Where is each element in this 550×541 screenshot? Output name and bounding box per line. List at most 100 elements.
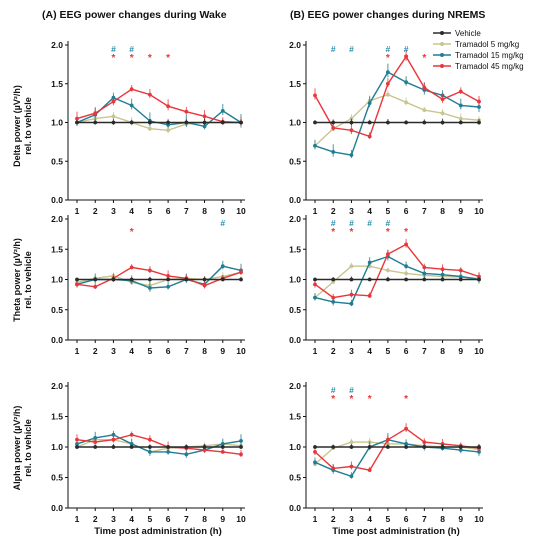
data-point <box>220 445 225 449</box>
significance-star: * <box>130 227 134 238</box>
data-point <box>202 114 207 119</box>
x-tick-label: 9 <box>220 206 225 216</box>
x-tick-label: 7 <box>184 206 189 216</box>
data-point <box>166 277 171 282</box>
data-point <box>458 89 463 94</box>
y-tick-label: 0.0 <box>289 335 301 345</box>
data-point <box>477 449 481 454</box>
data-point <box>202 120 207 125</box>
x-tick-label: 7 <box>422 514 427 524</box>
data-point <box>202 277 207 282</box>
data-point <box>129 103 134 108</box>
significance-star: * <box>331 227 335 238</box>
series-line <box>76 434 242 455</box>
data-point <box>75 442 79 446</box>
significance-star: * <box>386 227 390 238</box>
data-point <box>331 150 336 154</box>
data-point <box>422 271 427 276</box>
data-point <box>440 445 445 449</box>
data-point <box>111 437 116 442</box>
legend-item-tramadol-5: Tramadol 5 mg/kg <box>433 40 519 49</box>
data-point <box>93 111 98 116</box>
y-tick-label: 0.0 <box>51 195 63 205</box>
data-point <box>239 120 243 125</box>
data-point <box>331 299 336 304</box>
y-tick-label: 0.0 <box>51 335 63 345</box>
data-point <box>477 120 481 125</box>
data-point <box>385 81 390 86</box>
data-point <box>147 120 152 125</box>
data-point <box>75 120 79 125</box>
data-point <box>440 120 445 125</box>
data-point <box>349 445 354 449</box>
x-tick-label: 7 <box>184 346 189 356</box>
data-point <box>220 442 225 446</box>
data-point <box>331 445 336 449</box>
panel-nrems-alpha: 0.00.51.01.52.01 2 3 4 5 6 7 8 9 10# #* * * * <box>289 381 484 524</box>
data-point <box>349 301 354 306</box>
significance-hash: # <box>129 44 134 54</box>
data-point <box>458 277 463 282</box>
data-point <box>422 440 427 445</box>
column-title-nrems: (B) EEG power changes during NREMS <box>290 9 485 21</box>
x-tick-label: 10 <box>474 514 484 524</box>
data-point <box>147 92 152 97</box>
data-point <box>385 70 390 75</box>
series-line <box>76 439 242 453</box>
significance-hash: # <box>386 44 391 54</box>
series-tramadol-45 <box>313 238 481 300</box>
legend-swatch-marker <box>440 53 444 57</box>
y-tick-label: 0.5 <box>289 305 301 315</box>
legend-label: Tramadol 5 mg/kg <box>455 40 519 49</box>
series-vehicle <box>313 276 481 282</box>
data-point <box>313 445 317 449</box>
data-point <box>349 464 354 469</box>
data-point <box>184 277 189 282</box>
series-vehicle <box>75 118 243 125</box>
significance-star: * <box>404 227 408 238</box>
significance-star: * <box>148 53 152 64</box>
data-point <box>477 105 481 109</box>
y-tick-label: 1.0 <box>51 442 63 452</box>
data-point <box>220 277 225 282</box>
x-tick-label: 10 <box>474 206 484 216</box>
data-point <box>239 445 243 449</box>
data-point <box>385 277 390 282</box>
x-axis-label-wake: Time post administration (h) <box>94 526 222 537</box>
data-point <box>313 277 317 282</box>
x-tick-label: 10 <box>236 514 246 524</box>
x-tick-label: 6 <box>404 206 409 216</box>
data-point <box>385 442 390 446</box>
data-point <box>385 445 390 449</box>
x-tick-label: 8 <box>202 514 207 524</box>
panel-wake-alpha: 0.0 0.5 1.0 1.5 2.0 1 2 3 4 5 6 7 8 9 10 <box>51 381 246 524</box>
data-point <box>422 445 427 449</box>
data-point <box>313 460 317 465</box>
data-point <box>367 445 372 449</box>
x-tick-label: 5 <box>386 514 391 524</box>
data-point <box>367 293 372 298</box>
y-tick-label: 0.0 <box>289 195 301 205</box>
data-point <box>404 426 409 431</box>
y-tick-label: 1.0 <box>289 442 301 452</box>
data-point <box>367 260 372 265</box>
significance-star: * <box>368 394 372 405</box>
x-tick-label: 3 <box>111 346 116 356</box>
x-tick-label: 2 <box>331 206 336 216</box>
y-tick-label: 2.0 <box>289 40 301 50</box>
x-tick-label: 5 <box>386 346 391 356</box>
column-title-wake: (A) EEG power changes during Wake <box>42 9 227 21</box>
data-point <box>202 448 207 452</box>
data-point <box>220 108 225 113</box>
x-tick-label: 8 <box>202 346 207 356</box>
data-point <box>440 277 445 282</box>
x-tick-label: 9 <box>458 514 463 524</box>
panel-wake-theta: 0.0 0.5 1.0 1.5 2.0 1 2 3 4 5 6 7 8 9 10 # * <box>51 214 246 356</box>
data-point <box>166 273 171 278</box>
data-point <box>75 437 79 442</box>
data-point <box>129 442 134 446</box>
data-point <box>166 445 171 449</box>
data-point <box>111 445 116 449</box>
y-tick-label: 2.0 <box>51 381 63 391</box>
x-tick-label: 1 <box>75 206 80 216</box>
